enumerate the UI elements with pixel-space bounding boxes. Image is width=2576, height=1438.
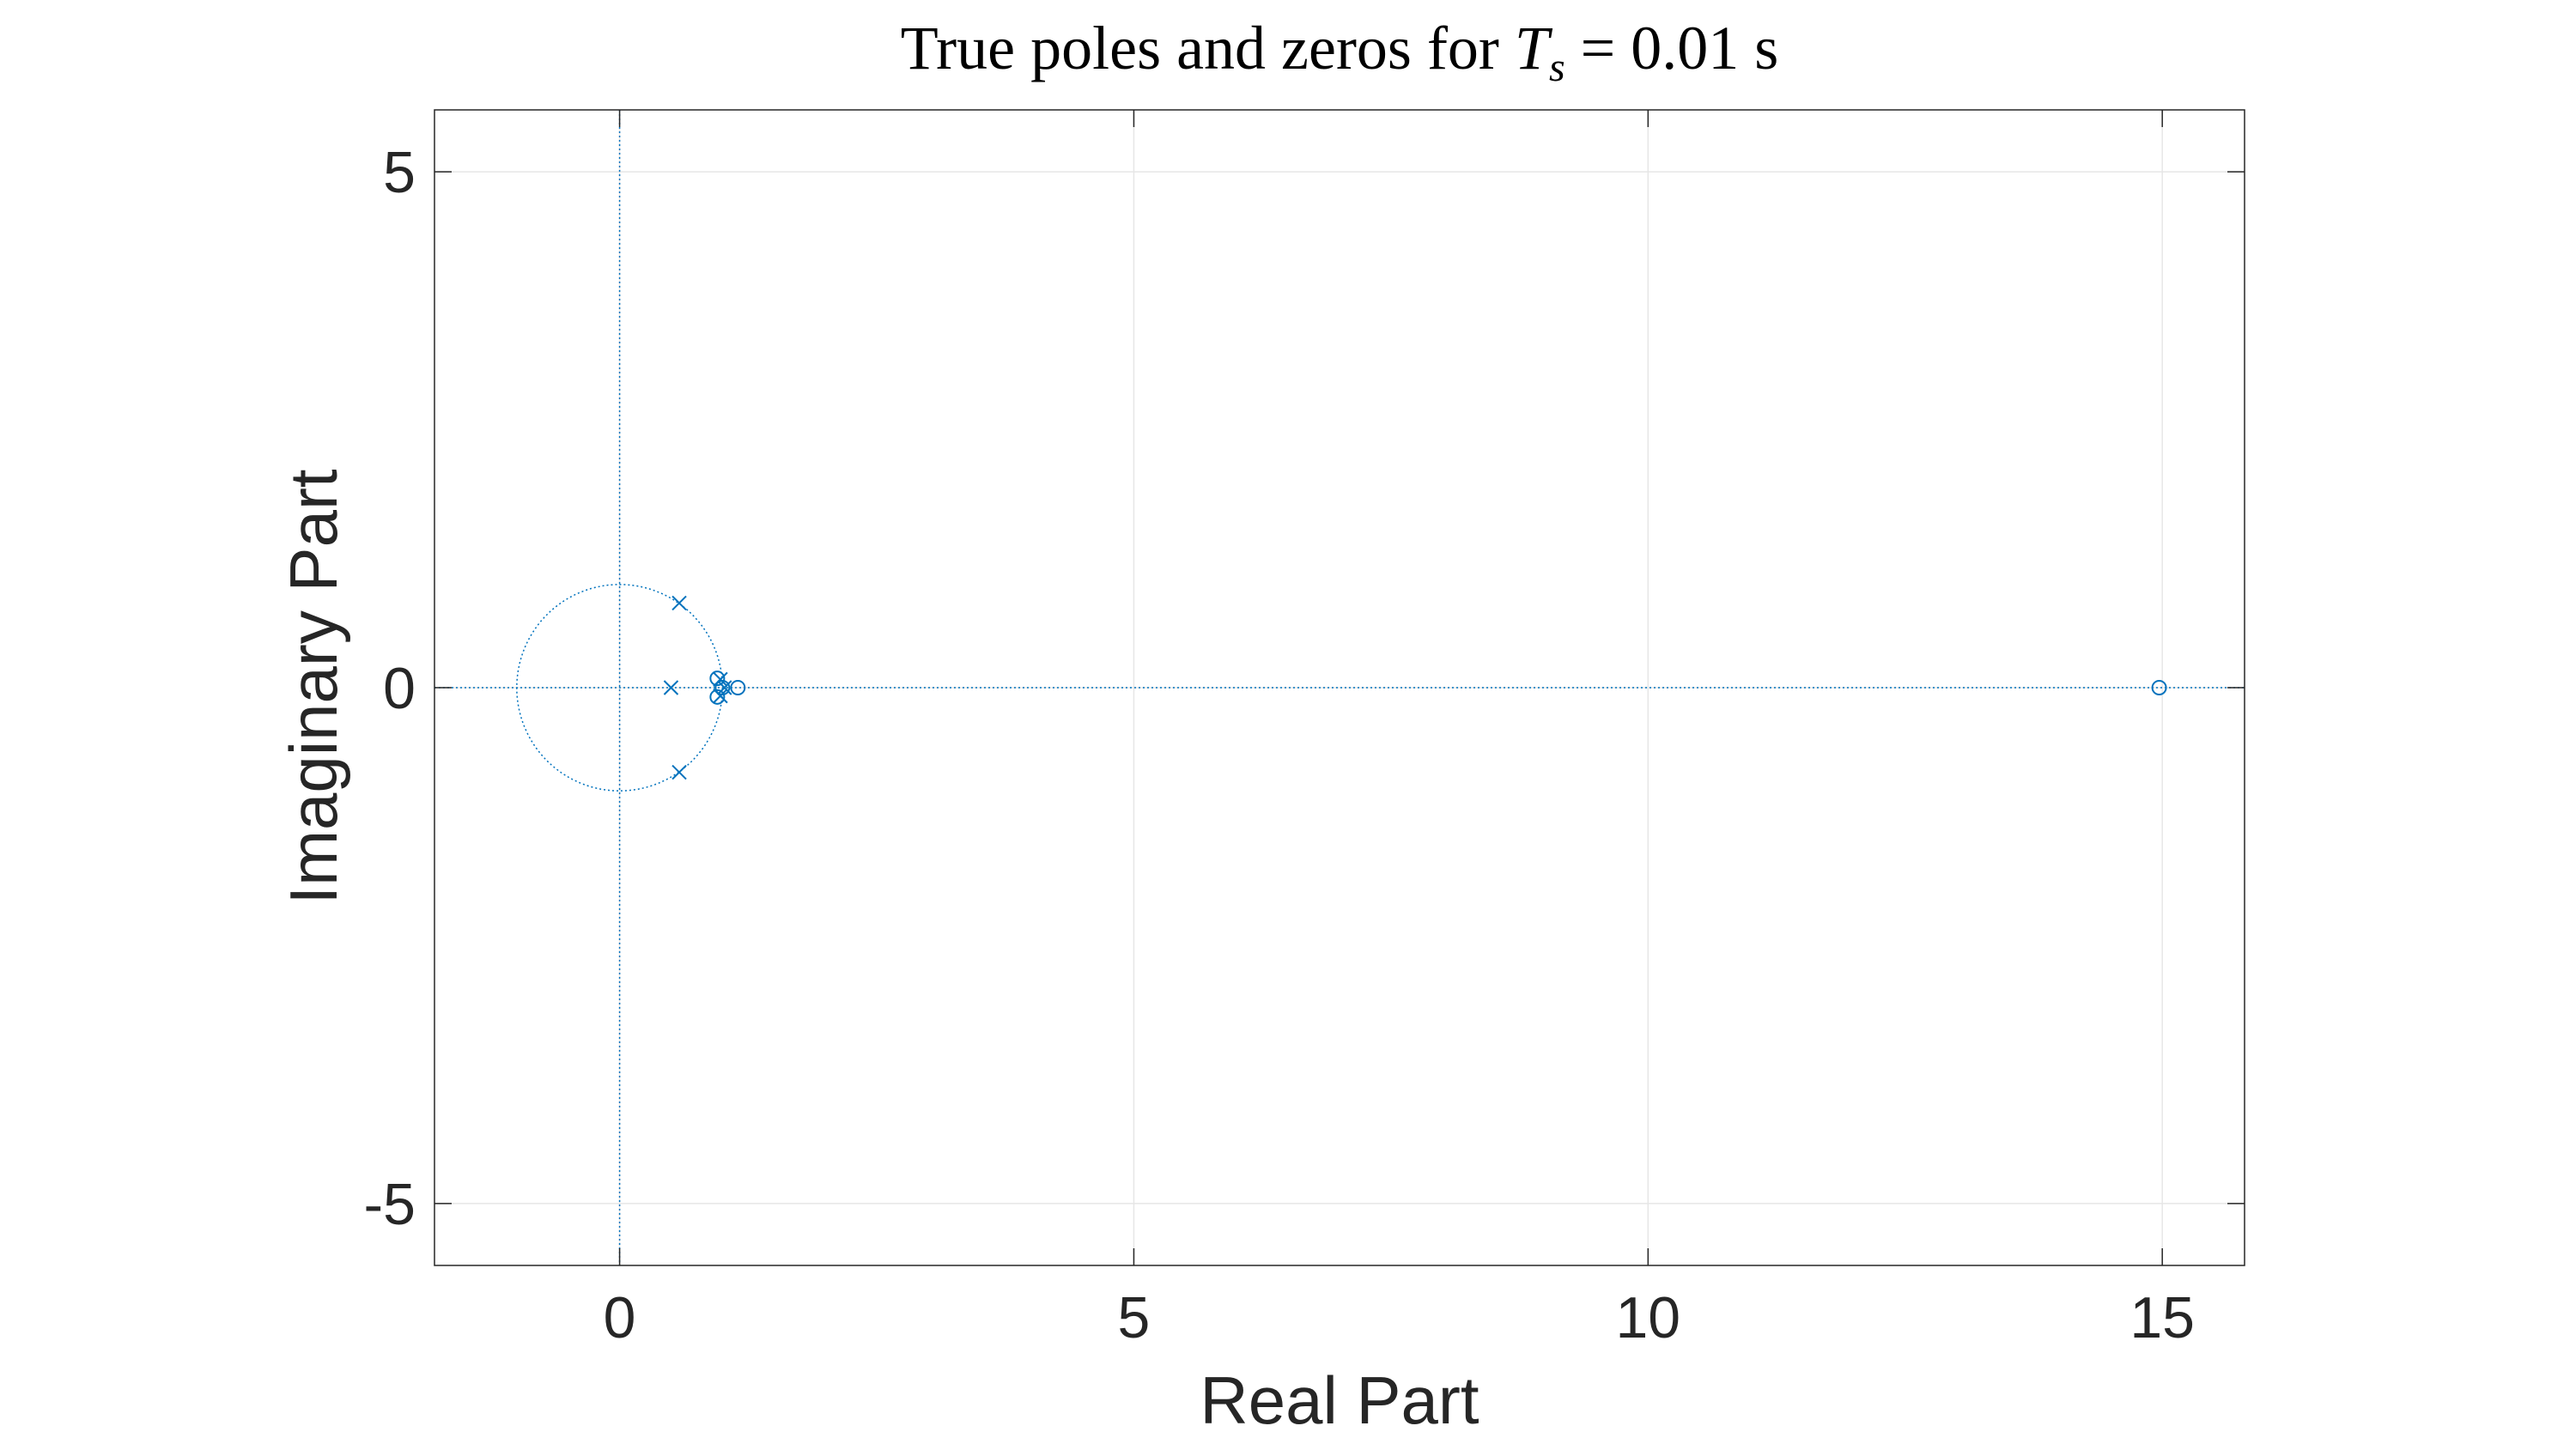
chart-title-prefix: True poles and zeros for: [901, 14, 1515, 82]
plot-area: [434, 110, 2245, 1265]
chart-title-suffix: = 0.01 s: [1565, 14, 1779, 82]
x-tick-label: 0: [604, 1285, 636, 1350]
y-tick-label: -5: [364, 1172, 416, 1237]
chart-title-symbol: T: [1515, 14, 1553, 82]
x-axis-label: Real Part: [1200, 1362, 1479, 1438]
x-tick-label: 5: [1118, 1285, 1151, 1350]
x-tick-label: 10: [1615, 1285, 1680, 1350]
y-axis-label: Imaginary Part: [276, 469, 351, 905]
y-tick-label: 5: [383, 140, 416, 205]
chart-title: True poles and zeros for Ts = 0.01 s: [901, 14, 1779, 90]
y-tick-label: 0: [383, 656, 416, 721]
x-tick-label: 15: [2129, 1285, 2195, 1350]
chart-title-subscript: s: [1549, 45, 1565, 90]
